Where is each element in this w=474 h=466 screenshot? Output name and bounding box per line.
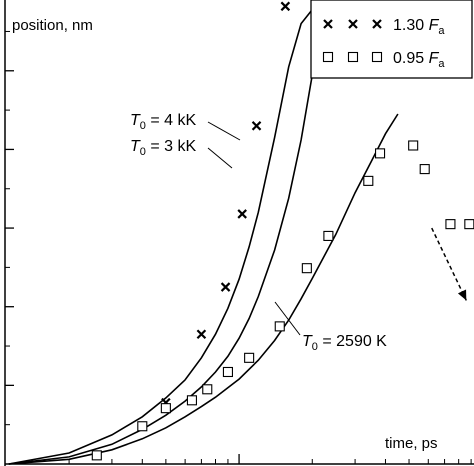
legend: 1.30 Fa 0.95 Fa [310, 0, 473, 79]
legend-label-x: 1.30 Fa [393, 17, 445, 37]
legend-square-marker [371, 51, 383, 63]
x-marker-point [196, 329, 207, 340]
x-marker-point [220, 282, 231, 292]
legend-box [310, 0, 473, 79]
square-marker-point [445, 219, 456, 230]
square-marker-point [363, 175, 374, 186]
legend-square-marker [347, 51, 359, 63]
curve-label-2590k: T0 = 2590 K [302, 333, 387, 353]
square-marker-point [408, 140, 419, 151]
legend-markers [322, 19, 383, 63]
x-marker-point [280, 1, 291, 12]
curve-label-4kk: T0 = 4 kK [130, 112, 196, 132]
curve-line-3 [8, 113, 399, 465]
leader-4kk [207, 121, 241, 141]
legend-x-marker [348, 19, 358, 29]
data-markers [91, 1, 474, 461]
y-axis-title: position, nm [12, 17, 93, 34]
square-marker-point [202, 384, 213, 395]
square-marker-point [274, 321, 285, 332]
square-marker-point [222, 366, 233, 378]
axis-ticks [5, 30, 472, 464]
legend-x-marker [372, 19, 382, 29]
leader-2590k [274, 301, 301, 336]
square-marker-point [160, 403, 171, 414]
square-marker-point [419, 164, 430, 175]
square-marker-point [91, 450, 102, 461]
legend-square-marker [322, 51, 334, 63]
x-axis-title: time, ps [385, 435, 438, 452]
trend-arrow [431, 227, 467, 301]
curve-label-leaders [207, 121, 301, 336]
legend-x-marker [323, 19, 333, 29]
square-marker-point [301, 263, 312, 274]
square-marker-point [137, 421, 148, 432]
curve-label-3kk: T0 = 3 kK [130, 138, 196, 158]
curve-line-1 [8, 0, 321, 465]
legend-label-square: 0.95 Fa [393, 50, 445, 70]
x-marker-point [237, 209, 247, 219]
square-marker-point [186, 395, 197, 406]
arrow-head [457, 289, 467, 301]
model-curves [8, 0, 399, 465]
square-marker-point [464, 219, 474, 230]
square-marker-point [244, 352, 255, 363]
arrow-shaft [431, 227, 467, 301]
x-marker-point [251, 121, 262, 131]
leader-3kk [207, 147, 233, 169]
square-marker-point [375, 148, 386, 159]
curve-line-2 [8, 0, 326, 465]
square-marker-point [323, 230, 334, 241]
